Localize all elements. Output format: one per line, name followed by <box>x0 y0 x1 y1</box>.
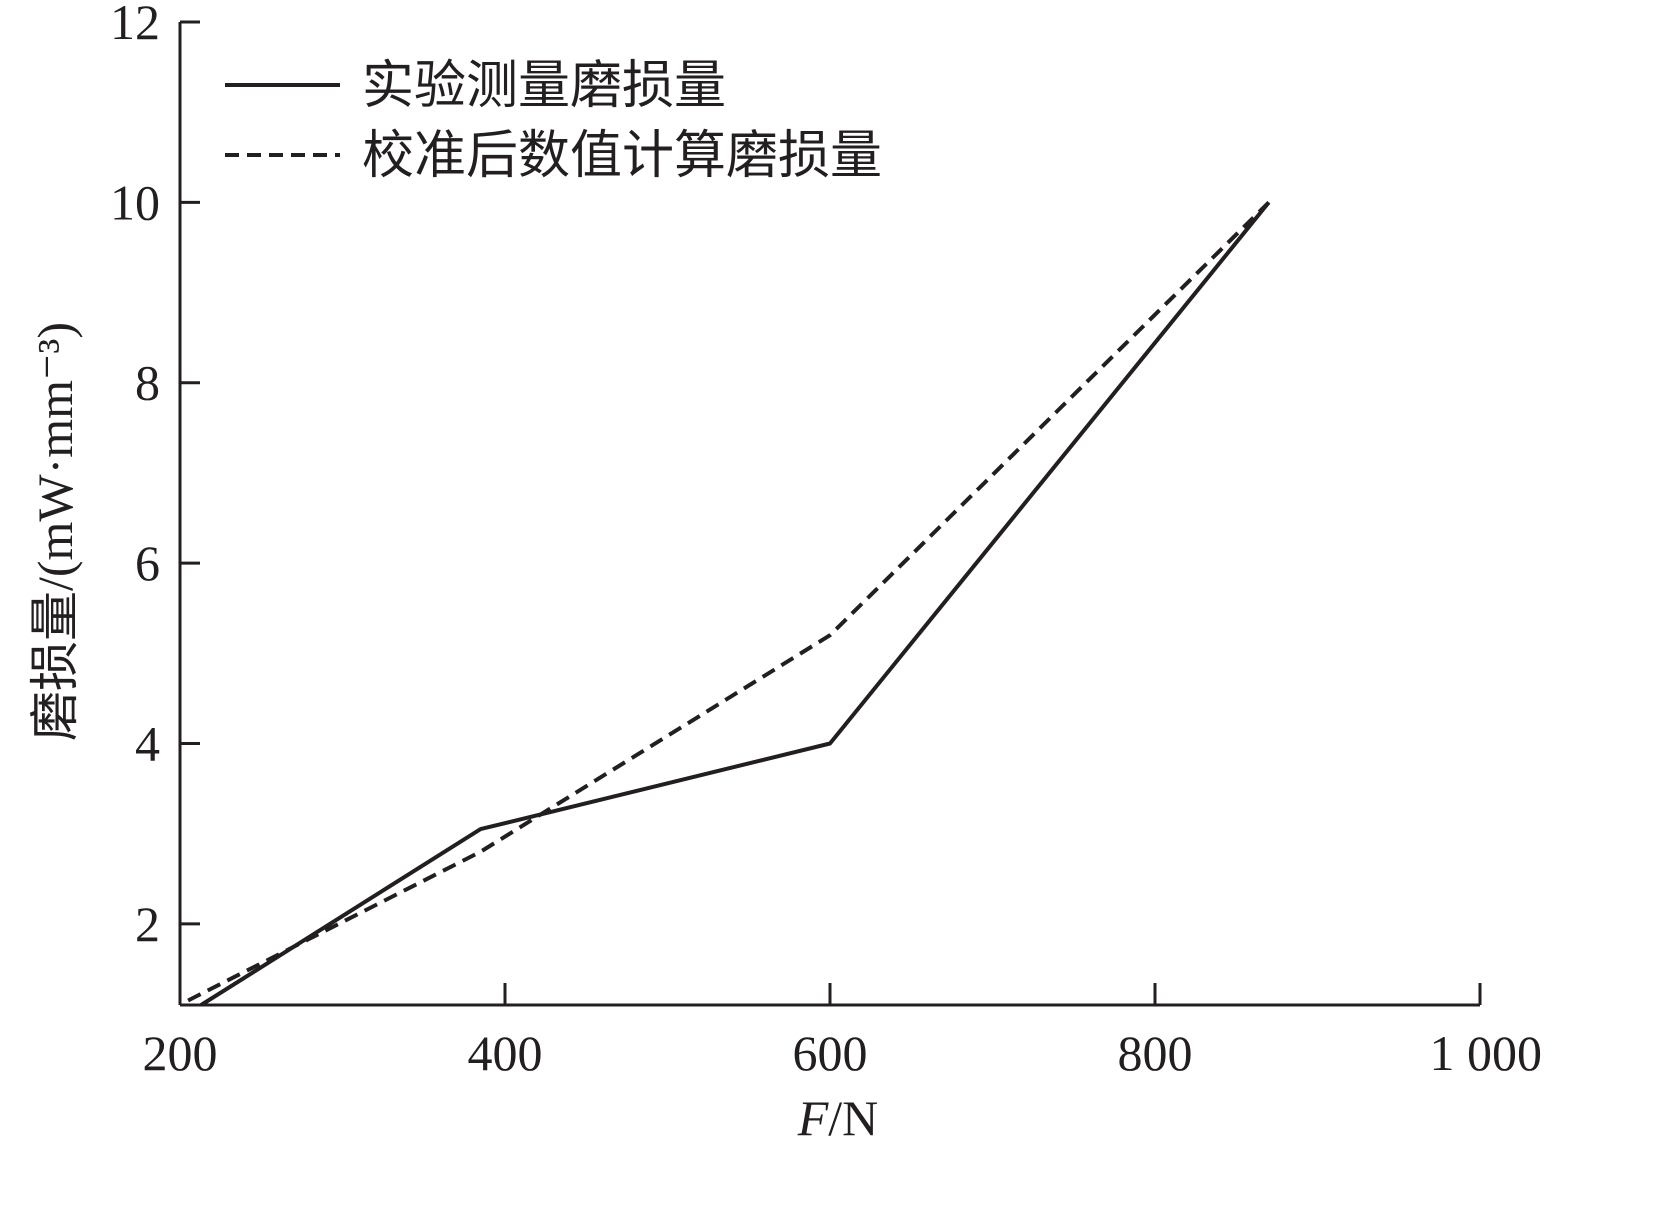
y-tick-label: 6 <box>135 535 160 591</box>
y-tick-label: 8 <box>135 355 160 411</box>
x-tick-label: 600 <box>793 1025 868 1081</box>
x-tick-label: 1 000 <box>1430 1025 1543 1081</box>
legend-label-1: 实验测量磨损量 <box>362 56 726 116</box>
axis-titles: F/N 磨损量/(mW·mm⁻³) <box>27 322 878 1146</box>
axes: 2 4 6 8 10 12 200 400 600 800 1 000 <box>110 0 1542 1081</box>
legend-label-2: 校准后数值计算磨损量 <box>362 126 882 186</box>
y-tick-label: 12 <box>110 0 160 50</box>
y-axis-title: 磨损量/(mW·mm⁻³) <box>27 322 83 741</box>
y-tick-label: 4 <box>135 715 160 771</box>
series-line-1 <box>200 201 1271 1007</box>
x-tick-label: 200 <box>143 1025 218 1081</box>
y-tick-label: 10 <box>110 174 160 230</box>
x-tick-label: 400 <box>468 1025 543 1081</box>
series-line-2 <box>187 200 1271 1003</box>
x-tick-label: 800 <box>1118 1025 1193 1081</box>
y-tick-label: 2 <box>135 896 160 952</box>
x-axis-title: F/N <box>797 1090 879 1146</box>
series-group <box>187 200 1271 1007</box>
